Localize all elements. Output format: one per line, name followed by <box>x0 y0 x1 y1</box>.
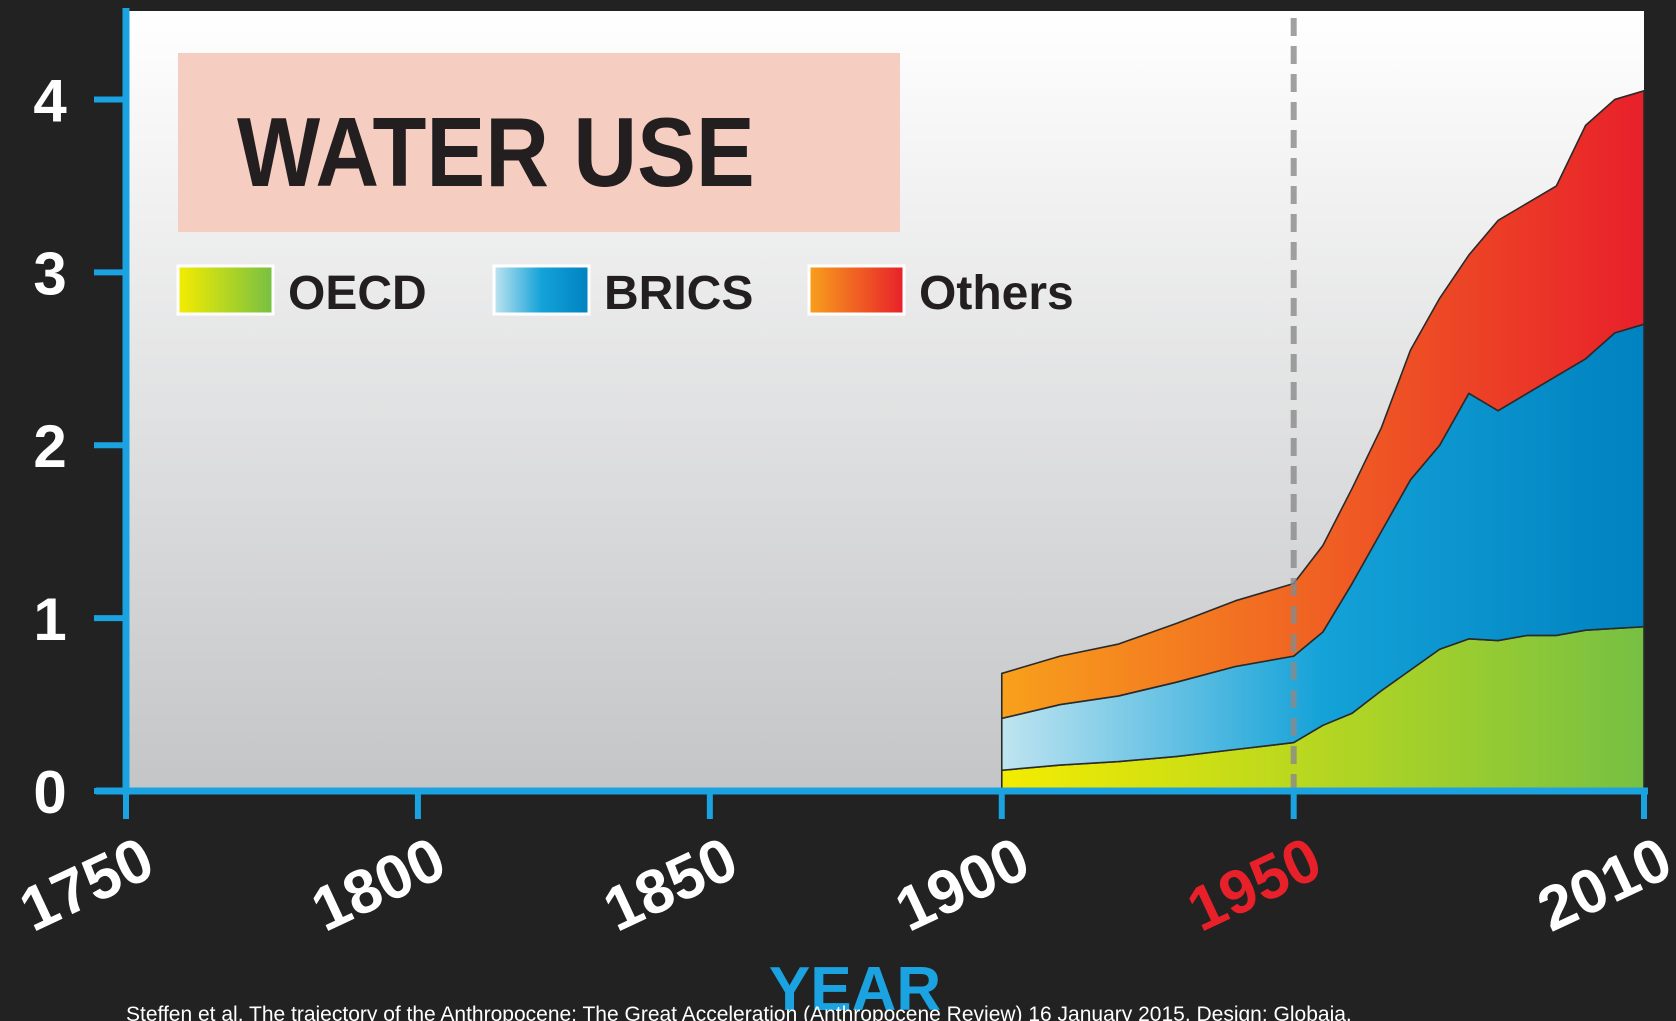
y-tick-label: 0 <box>33 759 66 826</box>
area <box>1000 90 1645 720</box>
x-axis-label: YEAR <box>769 955 941 1021</box>
legend-label: BRICS <box>604 267 753 320</box>
legend-swatch <box>176 264 275 316</box>
x-tick-label: 1950 <box>1177 824 1331 945</box>
legend-swatch <box>807 264 906 316</box>
chart-title: WATER USE <box>237 98 755 207</box>
x-tick-label: 1800 <box>302 824 456 945</box>
y-tick-label: 4 <box>33 67 67 134</box>
x-tick-label: 1850 <box>593 824 747 945</box>
x-tick-label: 1900 <box>885 824 1039 945</box>
y-tick-label: 3 <box>33 240 66 307</box>
title-box <box>178 53 900 232</box>
x-tick-label: 1750 <box>10 824 164 945</box>
legend-label: OECD <box>288 267 427 320</box>
x-tick-label: 2010 <box>1528 824 1676 945</box>
source: Steffen et al. The trajectory of the Ant… <box>126 1003 1352 1021</box>
y-tick-label: 1 <box>33 586 66 653</box>
y-tick-label: 2 <box>33 413 66 480</box>
legend-swatch <box>492 264 591 316</box>
legend-label: Others <box>919 267 1074 320</box>
